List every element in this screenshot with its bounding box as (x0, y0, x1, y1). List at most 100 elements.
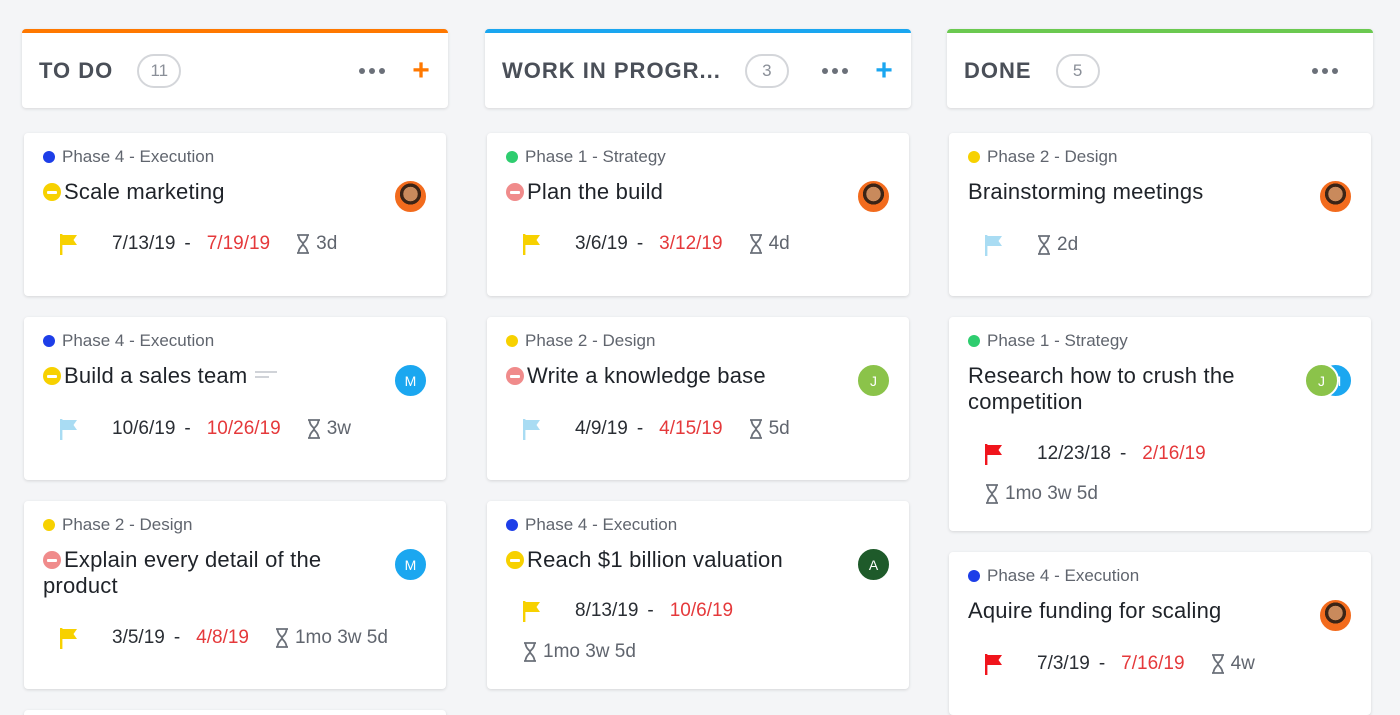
assignee-avatar[interactable]: J (856, 363, 891, 398)
start-date[interactable]: 8/13/19 (575, 600, 639, 621)
phase-dot (968, 335, 980, 347)
assignee-avatar[interactable] (1318, 179, 1353, 214)
hourglass-icon (985, 484, 999, 504)
task-title[interactable]: Scale marketing (43, 179, 378, 205)
flag-icon[interactable] (523, 233, 541, 255)
column-header-done: DONE 5 (947, 29, 1373, 108)
task-count-badge: 5 (1055, 53, 1100, 88)
time-estimate[interactable]: 3d (316, 233, 338, 254)
start-date[interactable]: 12/23/18 (1037, 443, 1111, 464)
start-date[interactable]: 7/13/19 (112, 233, 176, 254)
assignee-avatar[interactable]: A (856, 547, 891, 582)
flag-icon[interactable] (60, 233, 78, 255)
start-date[interactable]: 3/5/19 (112, 627, 165, 648)
flag-icon[interactable] (985, 443, 1003, 465)
hourglass-icon (749, 419, 763, 439)
time-estimate[interactable]: 4w (1230, 653, 1255, 674)
time-estimate[interactable]: 2d (1057, 234, 1079, 255)
time-estimate[interactable]: 3w (326, 418, 351, 439)
flag-icon[interactable] (60, 627, 78, 649)
phase-label: Phase 1 - Strategy (506, 147, 666, 167)
flag-icon[interactable] (985, 234, 1003, 256)
task-title[interactable]: Explain every detail of the product (43, 547, 378, 599)
start-date[interactable]: 7/3/19 (1037, 653, 1090, 674)
status-icon[interactable] (43, 551, 61, 569)
task-card[interactable]: Phase 2 - Design Write a knowledge base … (487, 317, 909, 480)
due-date[interactable]: 4/8/19 (196, 627, 249, 648)
phase-label: Phase 4 - Execution (968, 566, 1139, 586)
task-title[interactable]: Research how to crush the competition (968, 363, 1303, 415)
more-options-icon[interactable] (1312, 67, 1338, 74)
task-title[interactable]: Plan the build (506, 179, 841, 205)
due-date[interactable]: 7/19/19 (206, 233, 271, 254)
task-card[interactable]: Phase 4 - Execution Scale marketing 7/13… (24, 133, 446, 296)
time-estimate[interactable]: 5d (768, 418, 790, 439)
task-dates: 2d (985, 234, 1078, 256)
assignee-avatar[interactable] (393, 179, 428, 214)
assignee-avatar[interactable]: M (393, 363, 428, 398)
task-card[interactable]: Phase 1 - Strategy Plan the build 3/6/19… (487, 133, 909, 296)
task-card[interactable]: Phase 2 - Design Brainstorming meetings … (949, 133, 1371, 296)
time-estimate[interactable]: 4d (768, 233, 790, 254)
due-date[interactable]: 10/6/19 (669, 600, 734, 621)
phase-label: Phase 1 - Strategy (968, 331, 1128, 351)
due-date[interactable]: 7/16/19 (1121, 653, 1185, 674)
status-icon[interactable] (506, 551, 524, 569)
start-date[interactable]: 3/6/19 (575, 233, 628, 254)
task-count-badge: 11 (137, 53, 182, 88)
task-title-text: Scale marketing (64, 179, 225, 204)
task-card[interactable]: Phase 1 - Strategy Research how to crush… (949, 317, 1371, 531)
flag-icon[interactable] (523, 418, 541, 440)
more-options-icon[interactable] (822, 67, 848, 74)
task-card[interactable]: Phase 4 - Execution Reach $1 billion val… (487, 501, 909, 689)
phase-name: Phase 1 - Strategy (987, 331, 1128, 350)
hourglass-icon (307, 419, 321, 439)
task-dates: 10/6/19 - 10/26/19 3w (60, 418, 351, 440)
date-separator: - (1119, 443, 1127, 464)
task-card[interactable]: Phase 4 - Execution Aquire funding for s… (949, 552, 1371, 715)
phase-name: Phase 2 - Design (987, 147, 1118, 166)
assignee-avatar[interactable] (1318, 598, 1353, 633)
add-task-icon[interactable]: + (875, 53, 893, 87)
task-title[interactable]: Aquire funding for scaling (968, 598, 1303, 624)
assignee-avatar[interactable] (856, 179, 891, 214)
task-count-badge: 3 (744, 53, 789, 88)
assignee-avatar[interactable]: J (1304, 363, 1339, 398)
phase-dot (506, 519, 518, 531)
task-card[interactable]: Phase 2 - Design Explain every detail of… (24, 501, 446, 689)
time-estimate[interactable]: 1mo 3w 5d (294, 627, 388, 648)
status-icon[interactable] (43, 183, 61, 201)
task-card-partial[interactable] (24, 710, 446, 715)
status-icon[interactable] (506, 183, 524, 201)
flag-icon[interactable] (985, 653, 1003, 675)
start-date[interactable]: 4/9/19 (575, 418, 628, 439)
date-separator: - (636, 418, 644, 439)
due-date[interactable]: 3/12/19 (659, 233, 723, 254)
task-card[interactable]: Phase 4 - Execution Build a sales team M… (24, 317, 446, 480)
status-icon[interactable] (43, 367, 61, 385)
more-options-icon[interactable] (359, 67, 385, 74)
due-date[interactable]: 10/26/19 (206, 418, 281, 439)
hourglass-icon (749, 234, 763, 254)
phase-dot (43, 151, 55, 163)
task-dates: 7/13/19 - 7/19/19 3d (60, 233, 337, 255)
time-estimate[interactable]: 1mo 3w 5d (543, 641, 636, 662)
flag-icon[interactable] (60, 418, 78, 440)
task-dates: 3/6/19 - 3/12/19 4d (523, 233, 790, 255)
add-task-icon[interactable]: + (412, 53, 430, 87)
column-title: DONE (964, 57, 1032, 83)
task-title[interactable]: Reach $1 billion valuation (506, 547, 841, 573)
due-date[interactable]: 4/15/19 (659, 418, 723, 439)
task-title[interactable]: Brainstorming meetings (968, 179, 1303, 205)
task-title[interactable]: Write a knowledge base (506, 363, 841, 389)
assignee-avatar[interactable]: M (393, 547, 428, 582)
task-title-text: Write a knowledge base (527, 363, 766, 388)
time-estimate[interactable]: 1mo 3w 5d (1005, 483, 1098, 504)
due-date[interactable]: 2/16/19 (1142, 443, 1206, 464)
task-title[interactable]: Build a sales team (43, 363, 378, 389)
status-icon[interactable] (506, 367, 524, 385)
phase-dot (506, 335, 518, 347)
flag-icon[interactable] (523, 600, 541, 622)
task-title-text: Explain every detail of the product (43, 547, 322, 598)
start-date[interactable]: 10/6/19 (112, 418, 176, 439)
